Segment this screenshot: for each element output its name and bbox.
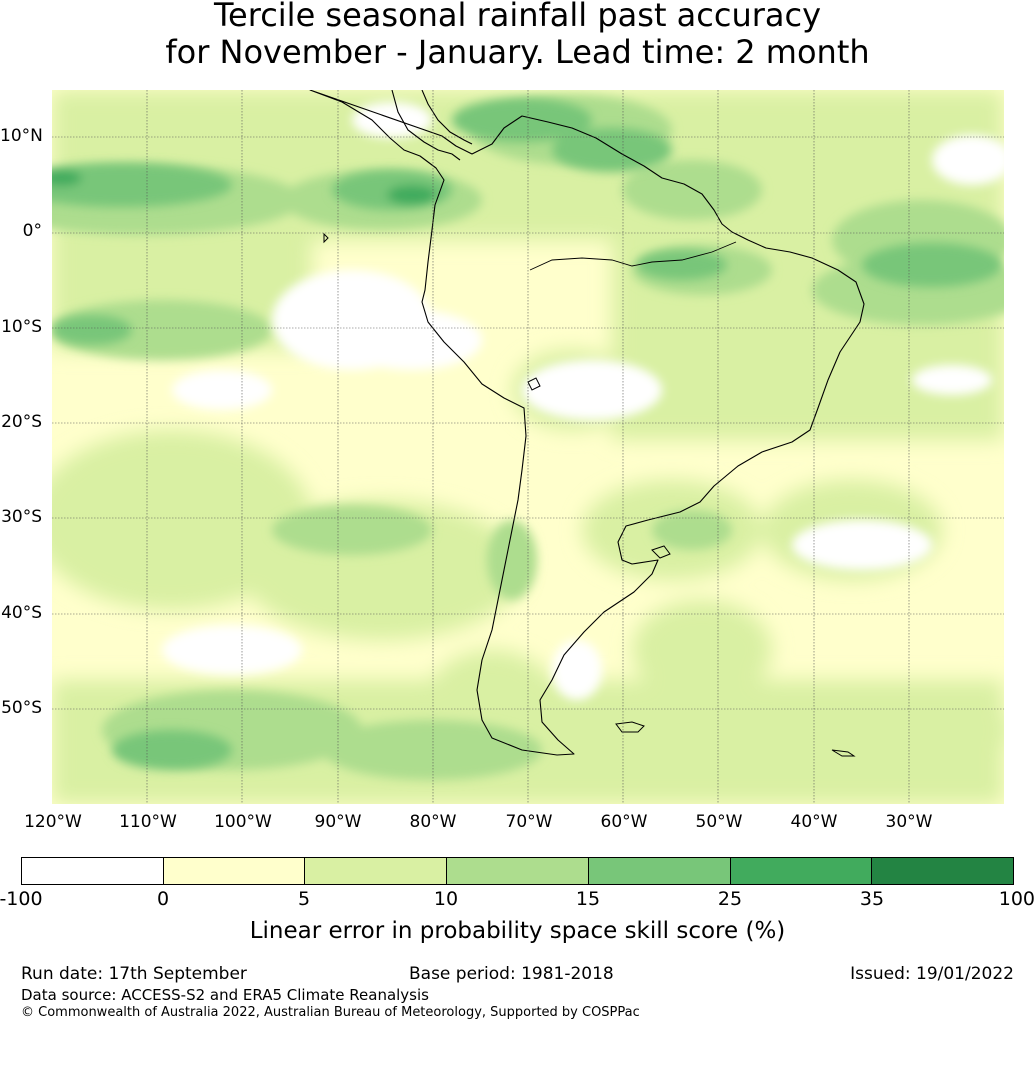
central-america-coastline	[391, 90, 473, 161]
lon-label-120w: 120°W	[24, 812, 82, 832]
copyright: © Commonwealth of Australia 2022, Austra…	[21, 1005, 640, 1020]
caribbean-island	[323, 232, 329, 244]
lat-label-0: 0°	[22, 221, 42, 241]
colorbar-tick-1: 0	[156, 888, 170, 910]
graticule	[52, 90, 1004, 804]
lat-label-50s: 50°S	[1, 698, 42, 718]
lon-label-40w: 40°W	[790, 812, 838, 832]
colorbar-segment-1	[163, 857, 305, 885]
colorbar-segment-0	[21, 857, 163, 885]
colorbar-tick-7: 100	[998, 888, 1035, 910]
map-title-line-2: for November - January. Lead time: 2 mon…	[165, 33, 870, 71]
south-georgia-island	[831, 749, 856, 757]
colorbar-tick-4: 15	[575, 888, 601, 910]
lake-titicaca	[527, 377, 541, 391]
colorbar-segment-6	[871, 857, 1014, 885]
colorbar	[21, 857, 1014, 885]
colorbar-tick-2: 5	[297, 888, 311, 910]
base-period: Base period: 1981-2018	[409, 964, 614, 984]
colorbar-segment-4	[588, 857, 730, 885]
colorbar-segment-2	[304, 857, 446, 885]
lon-label-60w: 60°W	[600, 812, 648, 832]
lat-label-10s: 10°S	[1, 317, 42, 337]
lat-label-30s: 30°S	[1, 507, 42, 527]
skill-field-high	[52, 98, 1002, 770]
map-canvas	[52, 90, 1004, 804]
lon-label-80w: 80°W	[409, 812, 457, 832]
colorbar-tick-0: -100	[0, 888, 43, 910]
lon-label-70w: 70°W	[505, 812, 553, 832]
lon-label-110w: 110°W	[119, 812, 177, 832]
uruguay-coastline	[651, 545, 671, 559]
amazon-lines	[529, 241, 737, 271]
run-date: Run date: 17th September	[21, 964, 247, 984]
data-source: Data source: ACCESS-S2 and ERA5 Climate …	[21, 986, 429, 1004]
skill-field-negative	[162, 102, 1004, 700]
colorbar-segment-5	[730, 857, 872, 885]
lat-label-40s: 40°S	[1, 603, 42, 623]
lat-label-10n: 10°N	[0, 126, 43, 146]
colorbar-tick-3: 10	[433, 888, 459, 910]
lon-label-90w: 90°W	[314, 812, 362, 832]
lon-label-30w: 30°W	[885, 812, 933, 832]
south-america-coastline	[309, 90, 865, 756]
lon-label-100w: 100°W	[214, 812, 272, 832]
colorbar-tick-5: 25	[717, 888, 743, 910]
colorbar-tick-6: 35	[859, 888, 885, 910]
lat-label-20s: 20°S	[1, 412, 42, 432]
skill-score-map	[52, 90, 1004, 804]
colorbar-segment-3	[446, 857, 588, 885]
issued-date: Issued: 19/01/2022	[850, 964, 1014, 984]
falkland-islands	[615, 721, 645, 733]
map-title-line-1: Tercile seasonal rainfall past accuracy	[213, 0, 822, 34]
colorbar-label: Linear error in probability space skill …	[249, 918, 786, 944]
lon-label-50w: 50°W	[695, 812, 743, 832]
